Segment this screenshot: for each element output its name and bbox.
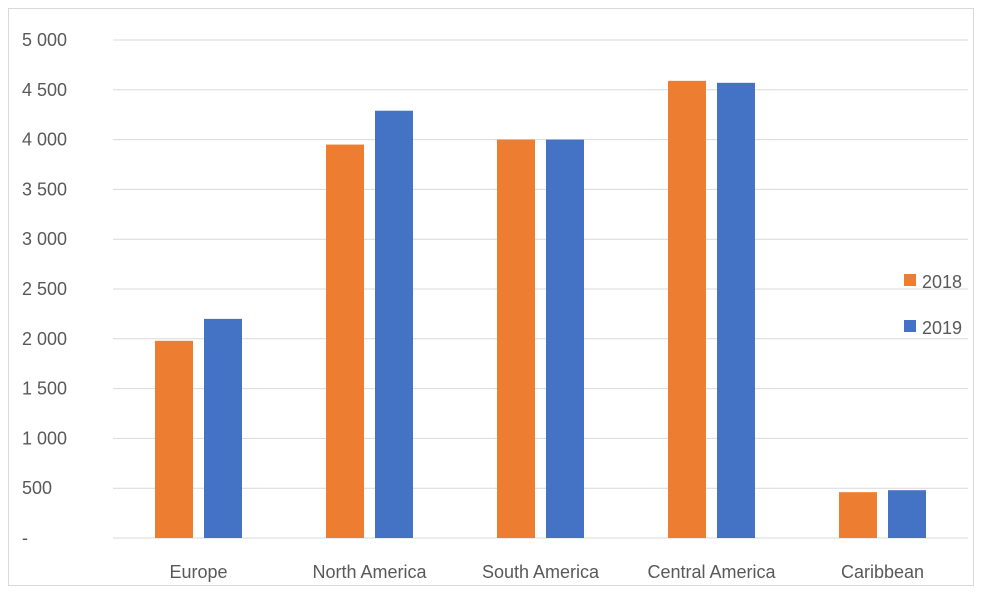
legend: 2018 2019 — [904, 272, 962, 338]
legend-label-2019: 2019 — [922, 318, 962, 338]
y-tick-label: 2 000 — [22, 329, 67, 349]
bar-2019-central-america — [717, 82, 755, 538]
y-tick-label: 4 500 — [22, 80, 67, 100]
y-tick-label: 2 500 — [22, 279, 67, 299]
y-tick-label: 5 000 — [22, 30, 67, 50]
legend-swatch-2018 — [904, 274, 916, 286]
bar-2018-europe — [155, 340, 193, 538]
y-tick-label: 1 000 — [22, 428, 67, 448]
bar-2018-central-america — [668, 80, 706, 538]
y-tick-label: 1 500 — [22, 379, 67, 399]
x-tick-label: Central America — [647, 562, 776, 582]
bar-2019-europe — [204, 318, 242, 538]
x-tick-label: North America — [312, 562, 427, 582]
bar-2018-caribbean — [839, 492, 877, 538]
legend-swatch-2019 — [904, 320, 916, 332]
y-axis-tick-labels: - 500 1 000 1 500 2 000 2 500 3 000 3 500 4 000 4… — [22, 30, 67, 548]
y-tick-label: - — [22, 528, 28, 548]
bar-2018-south-america — [497, 139, 535, 538]
x-tick-label: Europe — [169, 562, 227, 582]
gridlines — [113, 39, 968, 539]
y-tick-label: 4 000 — [22, 130, 67, 150]
legend-label-2018: 2018 — [922, 272, 962, 292]
x-tick-label: South America — [482, 562, 600, 582]
x-axis-tick-labels: Europe North America South America Central … — [169, 562, 924, 582]
bar-2019-north-america — [375, 110, 413, 538]
y-tick-label: 3 000 — [22, 229, 67, 249]
bars — [155, 80, 926, 538]
x-tick-label: Caribbean — [841, 562, 924, 582]
y-tick-label: 500 — [22, 478, 52, 498]
bar-2019-south-america — [546, 139, 584, 538]
y-tick-label: 3 500 — [22, 179, 67, 199]
bar-2019-caribbean — [888, 490, 926, 538]
bar-2018-north-america — [326, 144, 364, 538]
